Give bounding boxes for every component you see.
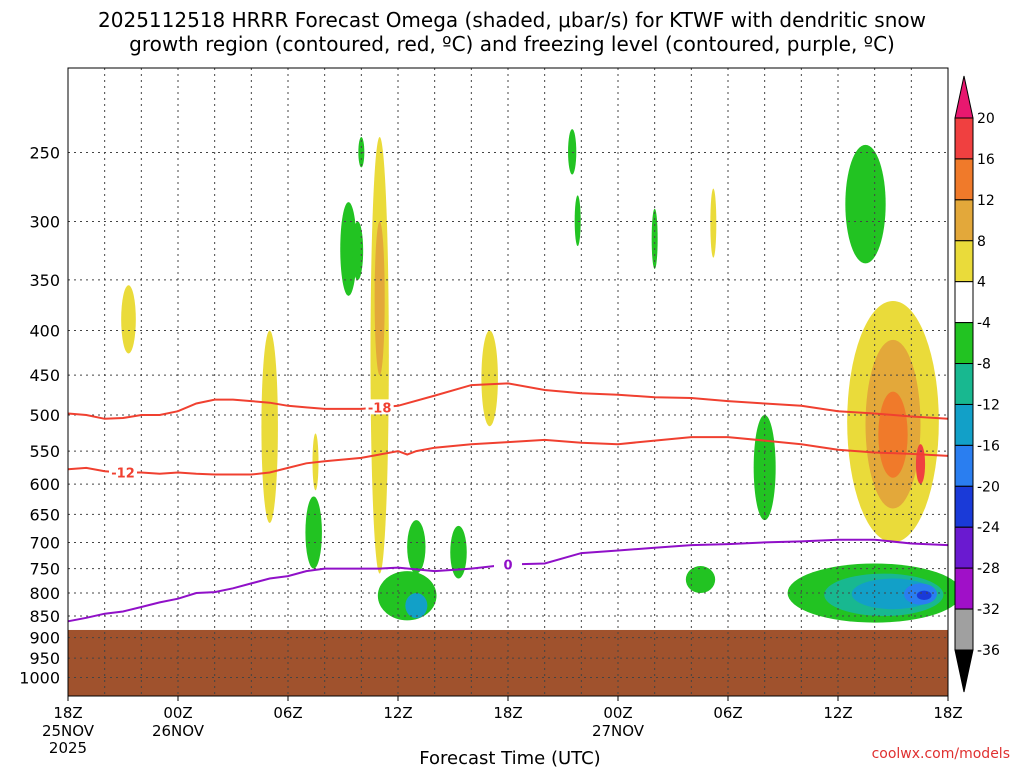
colorbar-label: -20 bbox=[977, 479, 1000, 495]
x-tick-label: 18Z bbox=[53, 704, 82, 722]
x-tick-label: 12Z bbox=[383, 704, 412, 722]
grid-lines bbox=[68, 68, 948, 696]
colorbar-label: 16 bbox=[977, 152, 995, 168]
y-tick-label: 850 bbox=[29, 607, 60, 626]
colorbar-swatch bbox=[954, 281, 974, 324]
omega-region bbox=[405, 593, 428, 619]
x-tick-date: 26NOV bbox=[152, 722, 205, 740]
y-tick-label: 700 bbox=[29, 533, 60, 552]
colorbar-swatch bbox=[954, 444, 974, 487]
x-tick-label: 00Z bbox=[163, 704, 192, 722]
omega-region bbox=[651, 208, 658, 269]
x-tick-date: 25NOV bbox=[42, 722, 95, 740]
x-tick-label: 00Z bbox=[603, 704, 632, 722]
contour-label-bg bbox=[365, 399, 394, 415]
x-axis-label: Forecast Time (UTC) bbox=[419, 748, 600, 768]
x-tick-date: 27NOV bbox=[592, 722, 645, 740]
y-tick-label: 750 bbox=[29, 560, 60, 579]
omega-region bbox=[352, 221, 364, 280]
omega-region bbox=[377, 571, 437, 621]
omega-region bbox=[685, 566, 716, 594]
colorbar-label: 4 bbox=[977, 275, 986, 291]
y-tick-label: 400 bbox=[29, 322, 60, 341]
omega-region bbox=[407, 520, 426, 574]
y-tick-label: 950 bbox=[29, 649, 60, 668]
y-tick-label: 300 bbox=[29, 213, 60, 232]
y-tick-label: 500 bbox=[29, 406, 60, 425]
chart-title-line2: growth region (contoured, red, ºC) and f… bbox=[129, 32, 895, 56]
omega-region bbox=[481, 330, 498, 427]
chart-title-line1: 2025112518 HRRR Forecast Omega (shaded, … bbox=[98, 8, 926, 32]
colorbar-label: -32 bbox=[977, 602, 1000, 618]
omega-region bbox=[845, 144, 886, 264]
colorbar-swatch bbox=[954, 199, 974, 242]
colorbar-swatch bbox=[954, 608, 974, 651]
omega-region bbox=[878, 391, 908, 478]
colorbar: 20 16 12 8 4 -4 -8 -12 -16 -20 -24 -28 -32 -36 bbox=[954, 75, 1000, 693]
colorbar-top-arrow bbox=[954, 75, 974, 119]
colorbar-label: -16 bbox=[977, 438, 1000, 454]
omega-region bbox=[916, 590, 932, 601]
colorbar-swatch bbox=[954, 403, 974, 446]
colorbar-bottom-arrow bbox=[954, 649, 974, 693]
colorbar-swatch bbox=[954, 322, 974, 365]
y-tick-label: 1000 bbox=[19, 669, 60, 688]
credit-link[interactable]: coolwx.com/models bbox=[872, 746, 1010, 762]
colorbar-swatch bbox=[954, 567, 974, 610]
colorbar-swatch bbox=[954, 363, 974, 405]
contour-label: -18 bbox=[368, 401, 392, 416]
x-tick-label: 12Z bbox=[823, 704, 852, 722]
y-tick-label: 650 bbox=[29, 505, 60, 524]
colorbar-swatch bbox=[954, 240, 974, 283]
x-tick-year: 2025 bbox=[49, 739, 87, 757]
omega-region bbox=[710, 188, 717, 258]
x-tick-label: 06Z bbox=[713, 704, 742, 722]
axes: 250 300 350 400 450 500 550 600 650 700 750 800 850 9… bbox=[19, 67, 963, 757]
colorbar-label: 8 bbox=[977, 234, 986, 250]
omega-region bbox=[915, 444, 926, 485]
x-tick-label: 18Z bbox=[933, 704, 962, 722]
omega-region bbox=[340, 202, 357, 296]
colorbar-label: 12 bbox=[977, 193, 995, 209]
colorbar-label: -8 bbox=[977, 357, 991, 373]
colorbar-label: 20 bbox=[977, 111, 995, 127]
y-tick-label: 250 bbox=[29, 144, 60, 163]
y-tick-label: 600 bbox=[29, 475, 60, 494]
contour-line-freezing_0 bbox=[67, 538, 949, 623]
contour-label: -12 bbox=[111, 467, 135, 482]
colorbar-label: -4 bbox=[977, 316, 991, 332]
y-tick-label: 550 bbox=[29, 442, 60, 461]
colorbar-label: -24 bbox=[977, 520, 1000, 536]
plot-area bbox=[68, 68, 962, 696]
colorbar-swatch bbox=[954, 485, 974, 528]
contour-layer: -18 -12 0 bbox=[67, 382, 949, 623]
omega-region bbox=[753, 415, 776, 521]
omega-region bbox=[121, 285, 136, 354]
colorbar-label: -36 bbox=[977, 643, 1000, 659]
contour-label-bg bbox=[494, 556, 522, 572]
y-tick-label: 800 bbox=[29, 584, 60, 603]
omega-region bbox=[568, 129, 577, 175]
y-tick-label: 350 bbox=[29, 271, 60, 290]
colorbar-swatch bbox=[954, 158, 974, 201]
x-tick-label: 06Z bbox=[273, 704, 302, 722]
omega-region bbox=[574, 195, 581, 246]
contour-label: 0 bbox=[503, 559, 512, 574]
omega-region bbox=[374, 221, 385, 376]
contour-label-bg bbox=[109, 464, 137, 480]
contour-line-dgz_minus12 bbox=[67, 436, 949, 476]
colorbar-label: -12 bbox=[977, 397, 1000, 413]
omega-region bbox=[261, 330, 278, 524]
x-tick-label: 18Z bbox=[493, 704, 522, 722]
omega-region bbox=[305, 496, 322, 569]
colorbar-label: -28 bbox=[977, 561, 1000, 577]
omega-region bbox=[450, 525, 467, 579]
colorbar-swatch bbox=[954, 117, 974, 160]
y-tick-label: 900 bbox=[29, 629, 60, 648]
colorbar-swatch bbox=[954, 526, 974, 569]
y-tick-label: 450 bbox=[29, 366, 60, 385]
